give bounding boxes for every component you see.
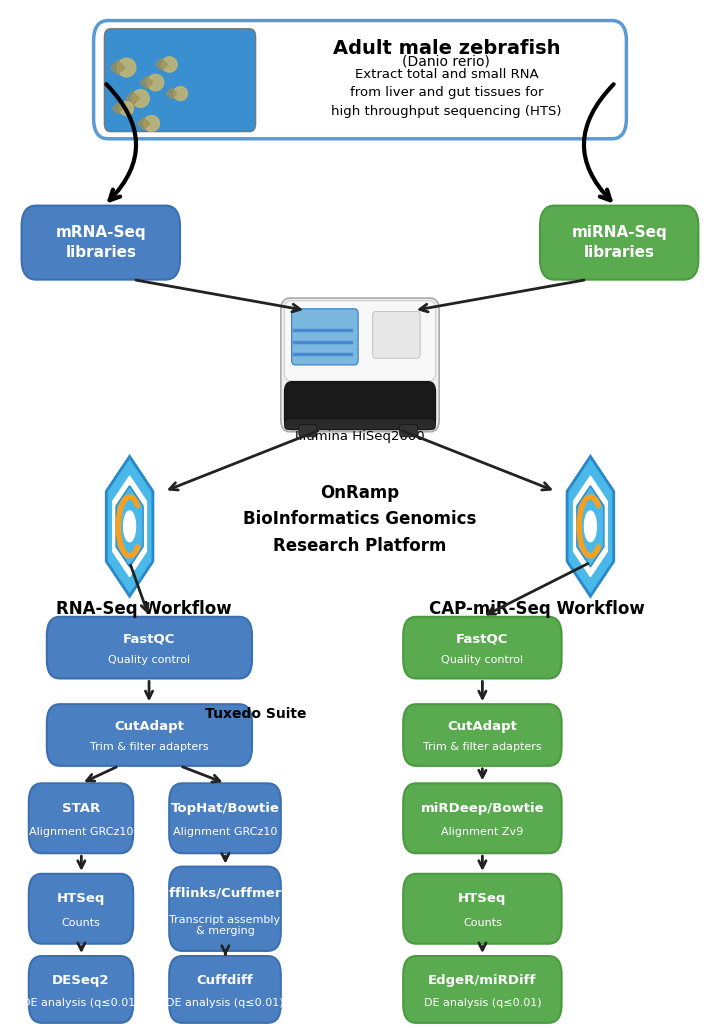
Text: Trim & filter adapters: Trim & filter adapters (423, 742, 541, 752)
FancyBboxPatch shape (292, 308, 358, 365)
Polygon shape (116, 486, 143, 566)
Polygon shape (567, 456, 613, 596)
Text: DESeq2: DESeq2 (53, 974, 109, 987)
FancyBboxPatch shape (47, 617, 252, 678)
FancyBboxPatch shape (403, 617, 562, 678)
FancyBboxPatch shape (400, 425, 418, 437)
FancyBboxPatch shape (299, 425, 317, 437)
Polygon shape (577, 486, 604, 566)
Text: OnRamp
BioInformatics Genomics
Research Platform: OnRamp BioInformatics Genomics Research … (243, 484, 477, 554)
Text: FastQC: FastQC (456, 632, 508, 646)
Point (149, 74, 161, 90)
FancyBboxPatch shape (29, 874, 133, 944)
Point (126, 89, 138, 106)
Text: HTSeq: HTSeq (458, 892, 507, 906)
Polygon shape (124, 511, 135, 542)
Text: Cuffdiff: Cuffdiff (197, 974, 253, 987)
Polygon shape (113, 476, 146, 577)
Point (120, 59, 132, 75)
Point (163, 56, 175, 72)
Polygon shape (585, 511, 596, 542)
Text: (Danio rerio): (Danio rerio) (402, 54, 490, 69)
Text: Illumina HiSeq2000: Illumina HiSeq2000 (295, 431, 425, 443)
Text: Adult male zebrafish: Adult male zebrafish (333, 39, 560, 58)
Text: DE analysis (q≤0.01): DE analysis (q≤0.01) (423, 998, 541, 1007)
Text: DE analysis (q≤0.01): DE analysis (q≤0.01) (166, 998, 284, 1007)
FancyBboxPatch shape (47, 704, 252, 766)
FancyBboxPatch shape (281, 298, 439, 432)
Text: DE analysis (q≤0.01): DE analysis (q≤0.01) (22, 998, 140, 1007)
Text: miRNA-Seq
libraries: miRNA-Seq libraries (572, 225, 667, 260)
Point (140, 74, 152, 90)
Text: Quality control: Quality control (108, 655, 191, 665)
Text: Tuxedo Suite: Tuxedo Suite (205, 707, 306, 722)
Text: STAR: STAR (62, 802, 100, 815)
Text: mRNA-Seq
libraries: mRNA-Seq libraries (55, 225, 146, 260)
FancyBboxPatch shape (284, 301, 436, 381)
FancyBboxPatch shape (169, 867, 281, 951)
FancyBboxPatch shape (22, 206, 180, 280)
Text: TopHat/Bowtie: TopHat/Bowtie (171, 802, 279, 815)
Text: Counts: Counts (463, 918, 502, 927)
Text: CAP-miR-Seq Workflow: CAP-miR-Seq Workflow (428, 599, 644, 618)
FancyBboxPatch shape (403, 704, 562, 766)
Point (120, 100, 132, 116)
FancyBboxPatch shape (94, 21, 626, 139)
Text: Cufflinks/Cuffmerge: Cufflinks/Cuffmerge (150, 887, 300, 901)
Polygon shape (107, 456, 153, 596)
Point (112, 59, 123, 75)
FancyBboxPatch shape (373, 311, 420, 358)
Text: RNA-Seq Workflow: RNA-Seq Workflow (56, 599, 232, 618)
Text: EdgeR/miRDiff: EdgeR/miRDiff (428, 974, 536, 987)
FancyBboxPatch shape (403, 783, 562, 853)
Text: Counts: Counts (62, 918, 100, 927)
Point (145, 115, 157, 132)
Text: CutAdapt: CutAdapt (114, 720, 184, 733)
Point (174, 84, 186, 101)
Polygon shape (574, 476, 607, 577)
FancyBboxPatch shape (284, 419, 436, 430)
Point (112, 100, 123, 116)
Text: miRDeep/Bowtie: miRDeep/Bowtie (420, 802, 544, 815)
FancyBboxPatch shape (403, 874, 562, 944)
FancyBboxPatch shape (29, 956, 133, 1023)
Text: Transcript assembly
& merging: Transcript assembly & merging (169, 915, 281, 937)
Text: CutAdapt: CutAdapt (447, 720, 518, 733)
Text: Alignment Zv9: Alignment Zv9 (441, 828, 523, 837)
Text: Alignment GRCz10: Alignment GRCz10 (173, 828, 277, 837)
Point (135, 89, 146, 106)
Text: HTSeq: HTSeq (57, 892, 105, 906)
Text: Extract total and small RNA
from liver and gut tissues for
high throughput seque: Extract total and small RNA from liver a… (331, 68, 562, 117)
FancyBboxPatch shape (169, 783, 281, 853)
FancyBboxPatch shape (169, 956, 281, 1023)
Point (155, 56, 166, 72)
Point (137, 115, 148, 132)
FancyBboxPatch shape (540, 206, 698, 280)
Text: Quality control: Quality control (441, 655, 523, 665)
Point (166, 84, 177, 101)
FancyBboxPatch shape (29, 783, 133, 853)
Text: Alignment GRCz10: Alignment GRCz10 (29, 828, 133, 837)
Text: FastQC: FastQC (123, 632, 176, 646)
FancyBboxPatch shape (403, 956, 562, 1023)
FancyBboxPatch shape (104, 29, 256, 132)
Text: Trim & filter adapters: Trim & filter adapters (90, 742, 209, 752)
FancyBboxPatch shape (284, 381, 436, 430)
